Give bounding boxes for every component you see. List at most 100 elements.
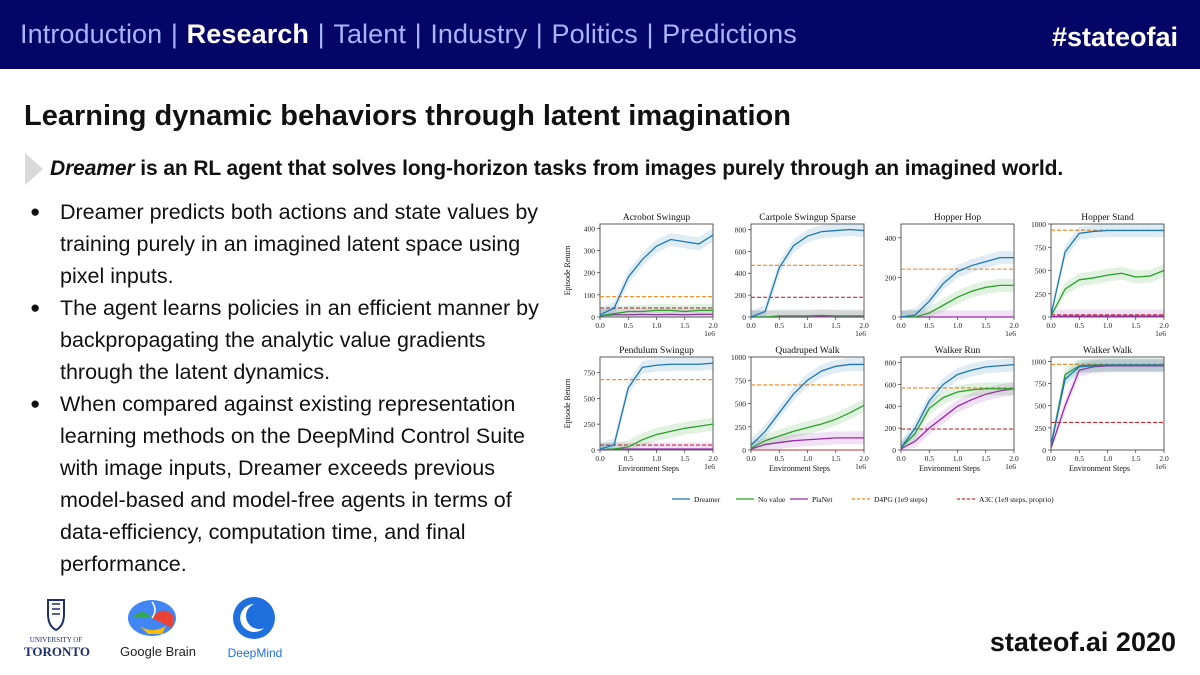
no-value-confidence-band [751, 398, 864, 450]
dreamer-series-line [599, 234, 714, 316]
callout-chevron-icon [25, 153, 43, 185]
no-value-series-line [599, 423, 714, 451]
y-tick-label: 0 [591, 313, 595, 322]
no-value-confidence-band [1051, 358, 1164, 450]
x-tick-label: 2.0 [1009, 321, 1019, 330]
x-tick-label: 1.5 [1131, 454, 1141, 463]
bullet-dot-icon: ● [30, 202, 41, 221]
y-tick-label: 200 [735, 291, 747, 300]
x-tick-label: 1.5 [831, 454, 841, 463]
x-unit-label: 1e6 [1005, 462, 1016, 471]
dreamer-series-line [599, 362, 714, 450]
deepmind-label: DeepMind [228, 646, 283, 660]
y-tick-label: 250 [584, 420, 596, 429]
y-tick-label: 0 [1042, 313, 1046, 322]
planet-confidence-band [600, 442, 713, 450]
nav-item-politics[interactable]: Politics [551, 19, 638, 49]
dreamer-confidence-band [901, 358, 1014, 450]
planet-series-line [900, 388, 1015, 450]
x-tick-label: 2.0 [1159, 454, 1169, 463]
y-tick-label: 250 [1035, 424, 1047, 433]
planet-confidence-band [901, 382, 1014, 450]
planet-confidence-band [751, 431, 864, 450]
top-navigation-bar: Introduction | Research | Talent | Indus… [0, 0, 1200, 69]
planet-confidence-band [1051, 359, 1164, 450]
x-axis-label: Environment Steps [769, 464, 830, 473]
legend-label: Dreamer [694, 495, 721, 504]
x-tick-label: 0.0 [595, 454, 605, 463]
google-brain-logo: Google Brain [120, 600, 196, 659]
dreamer-confidence-band [1051, 224, 1164, 317]
x-tick-label: 0.5 [775, 454, 785, 463]
y-tick-label: 400 [885, 234, 897, 243]
x-unit-label: 1e6 [1155, 462, 1166, 471]
panel-title: Walker Walk [1083, 346, 1132, 356]
y-tick-label: 0 [591, 446, 595, 455]
panel-title: Pendulum Swingup [619, 346, 694, 356]
dreamer-series-line [900, 364, 1015, 449]
hashtag-label: #stateofai [1051, 22, 1178, 52]
nav-item-talent[interactable]: Talent [333, 19, 406, 49]
dreamer-confidence-band [1051, 358, 1164, 450]
y-tick-label: 750 [1035, 243, 1047, 252]
bullet-dot-icon: ● [30, 394, 41, 413]
nav-item-predictions[interactable]: Predictions [662, 19, 797, 49]
x-unit-label: 1e6 [855, 462, 866, 471]
x-tick-label: 0.5 [925, 454, 935, 463]
x-axis-label: Environment Steps [618, 464, 679, 473]
dreamer-confidence-band [751, 224, 864, 317]
bullet-item: ● Dreamer predicts both actions and state… [24, 196, 564, 292]
x-tick-label: 0.5 [925, 321, 935, 330]
x-tick-label: 0.5 [775, 321, 785, 330]
x-tick-label: 0.5 [624, 454, 634, 463]
nav-item-introduction[interactable]: Introduction [20, 19, 163, 49]
dreamer-series-line [750, 228, 865, 318]
no-value-series-line [751, 314, 864, 318]
toronto-line2: TORONTO [24, 644, 90, 659]
slide-title: Learning dynamic behaviors through laten… [24, 100, 791, 132]
x-tick-label: 0.0 [896, 321, 906, 330]
y-tick-label: 500 [584, 394, 596, 403]
planet-series-line [599, 448, 713, 451]
y-tick-label: 100 [584, 291, 596, 300]
no-value-series-line [900, 388, 1014, 449]
planet-confidence-band [1051, 309, 1164, 317]
x-axis-label: Environment Steps [919, 464, 980, 473]
y-tick-label: 0 [892, 313, 896, 322]
x-unit-label: 1e6 [1155, 329, 1166, 338]
section-nav: Introduction | Research | Talent | Indus… [20, 19, 797, 50]
x-tick-label: 0.0 [1046, 321, 1056, 330]
nav-item-research[interactable]: Research [186, 19, 310, 49]
x-tick-label: 1.0 [953, 454, 963, 463]
nav-item-industry[interactable]: Industry [430, 19, 528, 49]
panel-title: Hopper Hop [934, 213, 981, 223]
x-unit-label: 1e6 [1005, 329, 1016, 338]
x-tick-label: 1.5 [831, 321, 841, 330]
bullet-text: The agent learns policies in an efficien… [60, 296, 539, 384]
callout-emphasis: Dreamer [50, 157, 135, 180]
no-value-series-line [750, 404, 865, 449]
callout-text: Dreamer is an RL agent that solves long-… [50, 157, 1063, 181]
planet-confidence-band [901, 310, 1014, 317]
y-tick-label: 500 [735, 400, 747, 409]
y-tick-label: 400 [584, 224, 596, 233]
x-tick-label: 1.5 [1131, 321, 1141, 330]
legend-label: PlaNet [812, 495, 833, 504]
crest-shield-icon [47, 599, 65, 632]
x-tick-label: 2.0 [708, 454, 718, 463]
legend-label: D4PG (1e9 steps) [874, 495, 928, 504]
bullet-item: ● The agent learns policies in an efficie… [24, 292, 564, 388]
panel-title: Acrobot Swingup [623, 213, 691, 223]
toronto-line1: UNIVERSITY OF [30, 636, 83, 644]
x-tick-label: 1.5 [680, 321, 690, 330]
dreamer-confidence-band [600, 357, 713, 450]
planet-series-line [1050, 365, 1164, 449]
x-axis-label: Environment Steps [1069, 464, 1130, 473]
x-tick-label: 2.0 [1159, 321, 1169, 330]
panel-frame [900, 223, 1015, 318]
y-tick-label: 1000 [1031, 357, 1046, 366]
x-tick-label: 0.0 [746, 321, 756, 330]
dreamer-series-line [1050, 229, 1164, 316]
x-tick-label: 1.5 [981, 454, 991, 463]
x-unit-label: 1e6 [704, 329, 715, 338]
